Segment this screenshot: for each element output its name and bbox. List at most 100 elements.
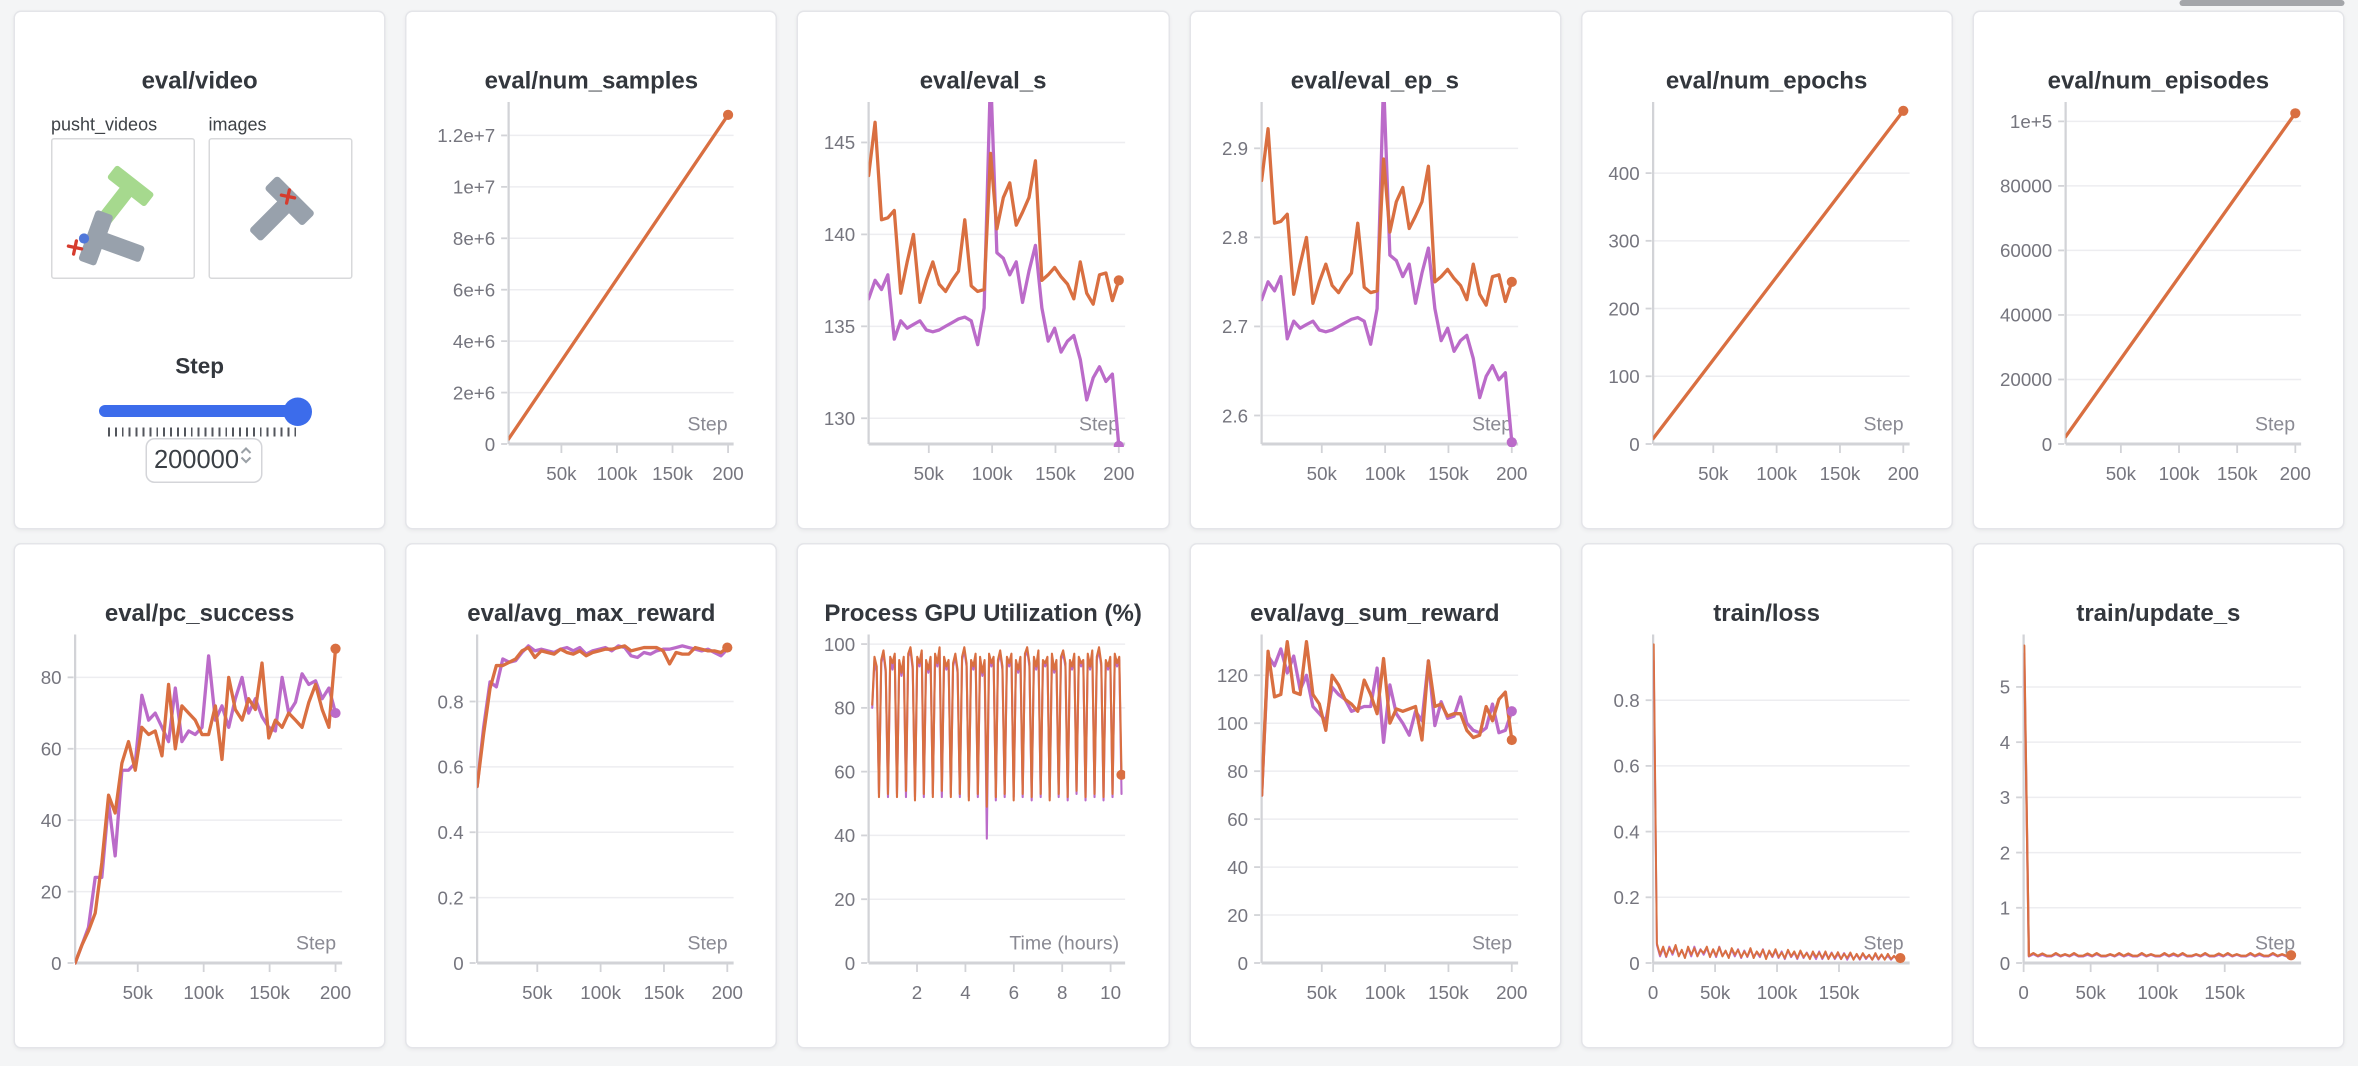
panel-title: train/loss (1713, 601, 1820, 628)
series-line-run-purple (869, 102, 1121, 447)
chart-svg: 0 2e+6 4e+6 6e+6 8e+6 1e+7 1.2e+7 50k 100k 150k 20… (437, 102, 744, 484)
chart-plot[interactable]: 0 20000 40000 60000 80000 1e+5 50k 100k 150k 200 S… (1974, 99, 2343, 525)
panel-title: eval/pc_success (104, 601, 295, 628)
series-line-run-orange (508, 113, 730, 441)
x-tick-label: 150k (2217, 463, 2258, 484)
stepper-arrows-icon[interactable] (240, 447, 252, 464)
step-value-text: 200000 (153, 445, 240, 475)
panel-grid: eval/video pusht_videos images Step 200000 ev… (13, 10, 2345, 1049)
x-tick-label: 100k (581, 982, 622, 1003)
x-axis-title: Step (1863, 933, 1903, 955)
step-slider-label: Step (175, 354, 224, 380)
x-tick-label: 50k (1306, 982, 1337, 1003)
panel-title: Process GPU Utilization (%) (824, 601, 1142, 628)
chart-plot[interactable]: 130 135 140 145 50k 100k 150k 200 Step (798, 99, 1167, 525)
x-tick-label: 50k (522, 982, 553, 1003)
y-tick-label: 0 (1629, 434, 1639, 455)
step-up-icon[interactable] (240, 447, 252, 455)
y-tick-label: 20 (1227, 905, 1248, 926)
chart-plot[interactable]: 0 20 40 60 80 100 120 50k 100k 150k 200 Step (1190, 632, 1559, 1045)
y-tick-label: 0 (1999, 953, 2009, 974)
chart-plot[interactable]: 0 20 40 60 80 50k 100k 150k 200 Step (15, 632, 384, 1045)
series-line-run-orange (1260, 640, 1513, 797)
pusht-video-thumbnail[interactable] (51, 138, 195, 279)
agent-dot (78, 233, 90, 244)
x-tick-label: 150k (249, 982, 290, 1003)
horizontal-scrollbar[interactable] (2179, 0, 2345, 6)
chart-plot[interactable]: 0 20 40 60 80 100 2 4 6 8 10 Time (hours) (798, 632, 1167, 1045)
x-tick-label: 200 (1495, 982, 1526, 1003)
y-tick-label: 40 (835, 825, 856, 846)
y-tick-label: 120 (1216, 665, 1247, 686)
pusht-image-thumbnail[interactable] (208, 138, 353, 279)
panel-title: eval/eval_ep_s (1290, 69, 1459, 95)
series-end-dot-run-purple (1505, 437, 1517, 447)
panel-title: eval/num_episodes (2047, 69, 2270, 95)
pusht-block-t-shape (78, 210, 145, 266)
panel-title: eval/num_epochs (1665, 69, 1868, 95)
step-slider-thumb[interactable] (283, 396, 312, 426)
x-tick-label: 50k (914, 463, 945, 484)
series-group (869, 102, 1125, 447)
series-line-run-orange (2065, 111, 2297, 439)
chart-svg: 0 20 40 60 80 100 120 50k 100k 150k 200 Step (1216, 634, 1527, 1003)
chart-plot[interactable]: 0 0.2 0.4 0.6 0.8 0 50k 100k 150k Step (1582, 632, 1951, 1045)
chart-svg: 0 0.2 0.4 0.6 0.8 0 50k 100k 150k Step (1613, 634, 1910, 1003)
series-end-dot-run-purple (1114, 440, 1125, 447)
x-tick-label: 0 (1647, 982, 1657, 1003)
chart-plot[interactable]: 0 2e+6 4e+6 6e+6 8e+6 1e+7 1.2e+7 50k 100k 150k 20… (407, 99, 776, 525)
y-tick-label: 80 (835, 698, 856, 719)
step-value-input[interactable]: 200000 (145, 438, 263, 483)
chart-plot[interactable]: 0 100 200 300 400 50k 100k 150k 200 Step (1582, 99, 1951, 525)
series-line-run-purple (1652, 659, 1901, 961)
x-tick-label: 50k (2075, 982, 2106, 1003)
x-tick-label: 50k (1306, 463, 1337, 484)
series-line-run-orange (1260, 127, 1513, 307)
y-tick-label: 0.6 (438, 757, 464, 778)
chart-plot[interactable]: 0 0.2 0.4 0.6 0.8 50k 100k 150k 200 Step (407, 632, 776, 1045)
series-group (871, 646, 1126, 840)
chart-svg: 0 0.2 0.4 0.6 0.8 50k 100k 150k 200 Step (438, 634, 743, 1003)
series-end-dot-run-purple (330, 707, 341, 719)
series-end-dot-run-orange (1505, 734, 1517, 746)
panel-card-train-update-s: train/update_s 0 1 2 3 4 5 0 50k 100k 150k Step (1972, 543, 2345, 1049)
y-tick-label: 0 (453, 953, 463, 974)
series-group (1260, 640, 1517, 797)
pusht-image-frame (250, 176, 314, 241)
y-tick-label: 0.2 (1613, 887, 1639, 908)
x-tick-label: 150k (2204, 982, 2245, 1003)
x-tick-label: 100k (972, 463, 1013, 484)
y-tick-label: 140 (824, 224, 855, 245)
x-tick-label: 0 (2018, 982, 2028, 1003)
x-axis-title: Step (296, 933, 336, 955)
y-tick-label: 40 (41, 810, 62, 831)
series-group (75, 643, 341, 965)
y-tick-label: 20000 (2000, 369, 2052, 390)
chart-plot[interactable]: 0 1 2 3 4 5 0 50k 100k 150k Step (1974, 632, 2343, 1045)
pusht-block-t-shape (250, 176, 314, 241)
x-tick-label: 50k (1699, 982, 1730, 1003)
panel-card-train-loss: train/loss 0 0.2 0.4 0.6 0.8 0 50k 100k 150k Step (1580, 543, 1953, 1049)
series-end-dot-run-orange (1114, 275, 1125, 286)
goal-cross-icon (279, 188, 297, 205)
y-tick-label: 4 (1999, 732, 2009, 753)
y-tick-label: 60 (41, 739, 62, 760)
y-tick-label: 40000 (2000, 305, 2052, 326)
x-axis-title: Step (1863, 414, 1903, 436)
y-tick-label: 1 (1999, 898, 2009, 919)
step-slider-track[interactable] (99, 405, 306, 417)
y-tick-label: 300 (1608, 231, 1639, 252)
x-tick-label: 200 (713, 463, 744, 484)
y-tick-label: 100 (1216, 713, 1247, 734)
series-line-run-purple (477, 644, 730, 789)
step-down-icon[interactable] (240, 456, 252, 464)
x-axis-title: Step (688, 933, 728, 955)
x-axis-title: Step (2255, 414, 2295, 436)
y-tick-label: 0 (1237, 953, 1247, 974)
x-tick-label: 200 (1104, 463, 1135, 484)
y-tick-label: 0.4 (1613, 821, 1639, 842)
x-tick-label: 2 (912, 982, 922, 1003)
x-axis-title: Step (2255, 933, 2295, 955)
x-tick-label: 150k (652, 463, 693, 484)
chart-plot[interactable]: 2.6 2.7 2.8 2.9 50k 100k 150k 200 Step (1190, 99, 1559, 525)
